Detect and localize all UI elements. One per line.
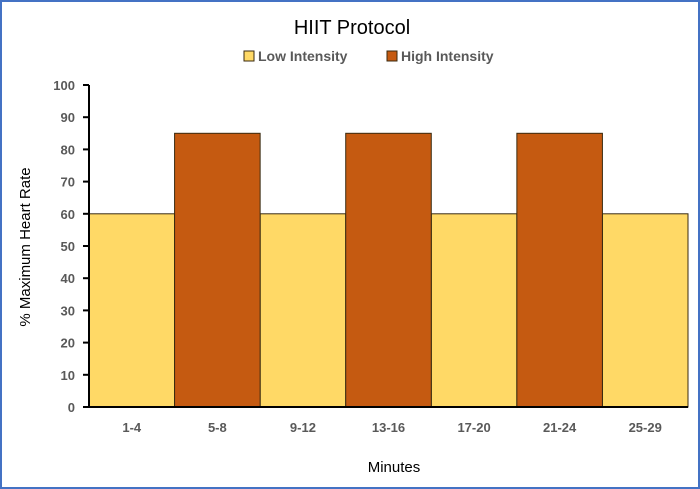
y-tick-label: 20: [61, 336, 75, 351]
bar-low-intensity: [601, 213, 689, 408]
bar-low-intensity: [259, 213, 347, 408]
bar-high-intensity: [345, 132, 432, 408]
legend-label: High Intensity: [401, 48, 494, 64]
y-tick-label: 80: [61, 142, 75, 157]
legend-swatch: [243, 50, 255, 62]
bar-high-intensity: [516, 132, 603, 408]
y-tick-label: 60: [61, 207, 75, 222]
chart-title: HIIT Protocol: [294, 17, 410, 39]
bar-low-intensity: [88, 213, 176, 408]
y-tick-label: 70: [61, 175, 75, 190]
y-tick-label: 90: [61, 110, 75, 125]
x-tick-label: 5-8: [208, 420, 227, 435]
legend-label: Low Intensity: [258, 48, 348, 64]
y-tick-label: 40: [61, 271, 75, 286]
y-tick-label: 50: [61, 239, 75, 254]
bars: [88, 132, 689, 408]
x-tick-label: 25-29: [629, 420, 662, 435]
y-axis-label: % Maximum Heart Rate: [17, 167, 34, 326]
x-axis-label: Minutes: [368, 459, 421, 476]
y-tick-label: 0: [68, 400, 75, 415]
bar-low-intensity: [430, 213, 518, 408]
y-tick-label: 100: [53, 78, 75, 93]
axes: 0 10 20 30 40 50 60 70 80 90 100 1-4 5-8 9-12 13-16 17-…: [53, 78, 688, 435]
legend-swatch: [386, 50, 398, 62]
x-tick-label: 17-20: [457, 420, 490, 435]
bar-high-intensity: [174, 132, 261, 408]
x-tick-label: 13-16: [372, 420, 405, 435]
y-tick-label: 30: [61, 303, 75, 318]
x-tick-label: 1-4: [122, 420, 142, 435]
x-tick-label: 9-12: [290, 420, 316, 435]
legend: Low Intensity High Intensity: [243, 48, 494, 64]
y-tick-label: 10: [61, 368, 75, 383]
x-tick-label: 21-24: [543, 420, 577, 435]
